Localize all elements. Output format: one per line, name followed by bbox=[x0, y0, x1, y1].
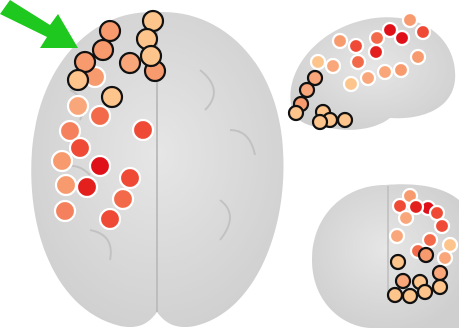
electrodes-axial bbox=[50, 65, 155, 231]
electrodes-axial-outlined bbox=[66, 9, 167, 109]
electrodes-sagittal bbox=[309, 11, 432, 93]
electrodes-coronal-outlined bbox=[386, 246, 449, 305]
arrow bbox=[0, 0, 78, 48]
electrodes-coronal bbox=[388, 187, 459, 267]
electrodes-sagittal-outlined bbox=[287, 69, 354, 131]
